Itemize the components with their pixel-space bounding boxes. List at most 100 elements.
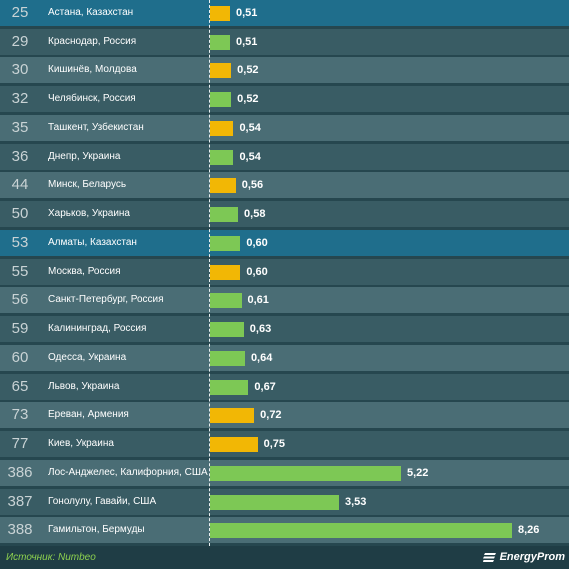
logo-text: EnergyProm	[499, 551, 565, 563]
rank-label: 35	[11, 119, 29, 136]
rank-label: 73	[11, 406, 29, 423]
city-label: Алматы, Казахстан	[48, 237, 137, 248]
value-label: 0,61	[247, 294, 269, 306]
city-label: Гонолулу, Гавайи, США	[48, 496, 157, 507]
table-row: 25 Астана, Казахстан 0,51	[0, 0, 569, 26]
city-label: Астана, Казахстан	[48, 7, 134, 18]
table-row: 50 Харьков, Украина 0,58	[0, 201, 569, 227]
table-row: 73 Ереван, Армения 0,72	[0, 402, 569, 428]
table-row: 53 Алматы, Казахстан 0,60	[0, 230, 569, 256]
table-row: 65 Львов, Украина 0,67	[0, 374, 569, 400]
rank-label: 60	[11, 349, 29, 366]
value-label: 0,67	[254, 381, 276, 393]
city-label: Краснодар, Россия	[48, 36, 137, 47]
rank-label: 53	[11, 234, 29, 251]
value-label: 0,64	[250, 352, 273, 364]
rank-label: 59	[11, 320, 29, 337]
value-bar	[210, 6, 230, 21]
value-bar	[210, 121, 234, 136]
row-background	[0, 29, 569, 55]
row-background	[0, 287, 569, 313]
rank-label: 386	[7, 464, 33, 481]
rank-label: 29	[11, 33, 29, 50]
value-label: 0,56	[241, 179, 264, 191]
city-label: Санкт-Петербург, Россия	[48, 294, 164, 305]
value-bar	[210, 236, 241, 251]
value-label: 0,72	[260, 409, 282, 421]
table-row: 60 Одесса, Украина 0,64	[0, 345, 569, 371]
city-label: Калининград, Россия	[48, 323, 147, 334]
value-bar	[210, 293, 242, 308]
table-row: 44 Минск, Беларусь 0,56	[0, 172, 569, 198]
value-bar	[210, 150, 234, 165]
logo-mark-icon	[482, 552, 496, 562]
value-label: 0,60	[246, 266, 268, 278]
value-label: 0,60	[246, 237, 268, 249]
city-label: Москва, Россия	[48, 266, 121, 277]
city-label: Челябинск, Россия	[48, 93, 136, 104]
table-row: 56 Санкт-Петербург, Россия 0,61	[0, 287, 569, 313]
row-background	[0, 316, 569, 342]
value-bar	[210, 351, 245, 366]
value-label: 8,26	[518, 524, 540, 536]
rank-label: 32	[11, 90, 29, 107]
table-row: 387 Гонолулу, Гавайи, США 3,53	[0, 489, 569, 515]
city-label: Одесса, Украина	[48, 352, 127, 363]
rank-label: 387	[7, 493, 33, 510]
city-label: Львов, Украина	[48, 381, 120, 392]
value-bar	[210, 495, 339, 510]
city-label: Харьков, Украина	[48, 208, 130, 219]
row-background	[0, 0, 569, 26]
value-bar	[210, 466, 401, 481]
table-row: 386 Лос-Анджелес, Калифорния, США 5,22	[0, 460, 569, 486]
row-background	[0, 431, 569, 457]
rank-label: 56	[11, 291, 29, 308]
table-row: 29 Краснодар, Россия 0,51	[0, 29, 569, 55]
city-label: Ереван, Армения	[48, 409, 129, 420]
row-background	[0, 144, 569, 170]
footer: Источник: Numbeo EnergyProm	[0, 546, 569, 569]
row-background	[0, 345, 569, 371]
table-row: 59 Калининград, Россия 0,63	[0, 316, 569, 342]
city-label: Кишинёв, Молдова	[48, 64, 137, 75]
value-bar	[210, 523, 512, 538]
value-label: 0,51	[236, 7, 258, 19]
source-note: Источник: Numbeo	[6, 552, 96, 563]
value-label: 0,51	[236, 36, 258, 48]
value-label: 0,54	[239, 122, 261, 134]
row-background	[0, 230, 569, 256]
rank-label: 30	[11, 61, 29, 78]
chart-area: 25 Астана, Казахстан 0,51 29 Краснодар, Росс…	[0, 0, 569, 546]
value-bar	[210, 178, 236, 193]
value-label: 0,52	[237, 64, 259, 76]
table-row: 30 Кишинёв, Молдова 0,52	[0, 57, 569, 83]
table-row: 388 Гамильтон, Бермуды 8,26	[0, 517, 569, 543]
rank-label: 55	[11, 263, 29, 280]
row-background	[0, 115, 569, 141]
row-background	[0, 86, 569, 112]
rank-label: 44	[11, 176, 29, 193]
table-row: 32 Челябинск, Россия 0,52	[0, 86, 569, 112]
value-bar	[210, 380, 249, 395]
row-background	[0, 402, 569, 428]
table-row: 35 Ташкент, Узбекистан 0,54	[0, 115, 569, 141]
table-row: 55 Москва, Россия 0,60	[0, 259, 569, 285]
table-row: 77 Киев, Украина 0,75	[0, 431, 569, 457]
table-row: 36 Днепр, Украина 0,54	[0, 144, 569, 170]
rank-label: 50	[11, 205, 29, 222]
rank-label: 65	[11, 378, 29, 395]
value-label: 0,75	[263, 438, 286, 450]
value-label: 0,52	[237, 93, 259, 105]
value-bar	[210, 322, 244, 337]
rank-label: 77	[11, 435, 29, 452]
city-label: Лос-Анджелес, Калифорния, США	[48, 467, 208, 478]
city-label: Ташкент, Узбекистан	[48, 122, 144, 133]
value-label: 0,54	[239, 151, 261, 163]
row-background	[0, 172, 569, 198]
rank-label: 388	[7, 521, 33, 538]
city-label: Киев, Украина	[48, 438, 114, 449]
value-bar	[210, 265, 241, 280]
city-label: Гамильтон, Бермуды	[48, 524, 145, 535]
value-bar	[210, 408, 255, 423]
value-label: 5,22	[407, 467, 429, 479]
